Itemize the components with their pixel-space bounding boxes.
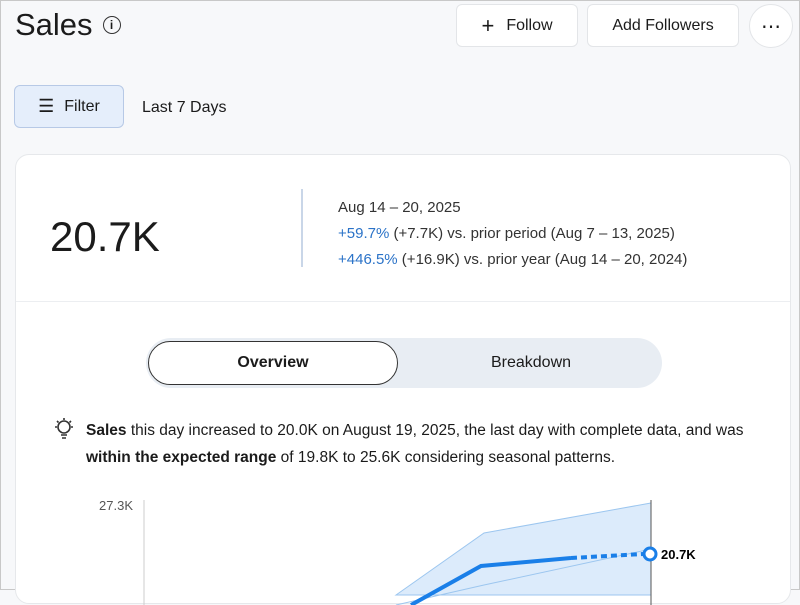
kpi-card: 20.7K Aug 14 – 20, 2025 +59.7% (+7.7K) v… (15, 154, 791, 605)
prior-period-line: +59.7% (+7.7K) vs. prior period (Aug 7 –… (338, 221, 687, 247)
kpi-details: Aug 14 – 20, 2025 +59.7% (+7.7K) vs. pri… (338, 195, 687, 273)
y-tick-label: 27.3K (99, 498, 133, 513)
insight-part: of 19.8K to 25.6K considering seasonal p… (276, 449, 615, 466)
period: Aug 14 – 20, 2025 (338, 199, 461, 216)
prior-period-change: +59.7% (338, 225, 390, 242)
follow-label: Follow (506, 16, 553, 34)
tab-breakdown[interactable]: Breakdown (490, 354, 572, 371)
lightbulb-icon (55, 418, 73, 439)
title-text: Sales (15, 7, 93, 42)
insight-range: within the expected range (86, 449, 277, 466)
info-icon[interactable]: i (102, 16, 121, 34)
divider (301, 189, 303, 267)
sales-chart: 27.3K 20.7K (99, 498, 696, 605)
prior-year-line: +446.5% (+16.9K) vs. prior year (Aug 14 … (338, 247, 687, 273)
ellipsis-icon[interactable]: ⋯ (749, 4, 793, 48)
add-followers-button[interactable]: Add Followers (587, 4, 739, 47)
tab-overview[interactable]: Overview (148, 341, 398, 385)
follow-button[interactable]: + Follow (456, 4, 578, 47)
insight-metric: Sales (86, 422, 127, 439)
view-toggle: Overview Breakdown (146, 338, 662, 388)
kpi-value: 20.7K (50, 213, 160, 260)
separator (16, 301, 790, 302)
insight-text: Sales this day increased to 20.0K on Aug… (86, 417, 786, 471)
sales-line-incomplete (570, 552, 644, 560)
date-range-label[interactable]: Last 7 Days (142, 99, 227, 116)
add-followers-label: Add Followers (612, 16, 714, 34)
insight-part: this day increased to 20.0K on August 19… (126, 422, 744, 439)
last-point[interactable] (642, 546, 658, 562)
plus-icon: + (481, 12, 495, 38)
prior-period-text: (+7.7K) vs. prior period (Aug 7 – 13, 20… (389, 225, 675, 242)
filter-label: Filter (64, 97, 100, 115)
page-title: Sales i (15, 7, 121, 43)
prior-year-change: +446.5% (338, 251, 398, 268)
prior-year-text: (+16.9K) vs. prior year (Aug 14 – 20, 20… (397, 251, 688, 268)
filter-button[interactable]: ☰ Filter (14, 85, 124, 128)
end-value-label: 20.7K (661, 547, 696, 562)
sliders-icon: ☰ (38, 96, 55, 116)
